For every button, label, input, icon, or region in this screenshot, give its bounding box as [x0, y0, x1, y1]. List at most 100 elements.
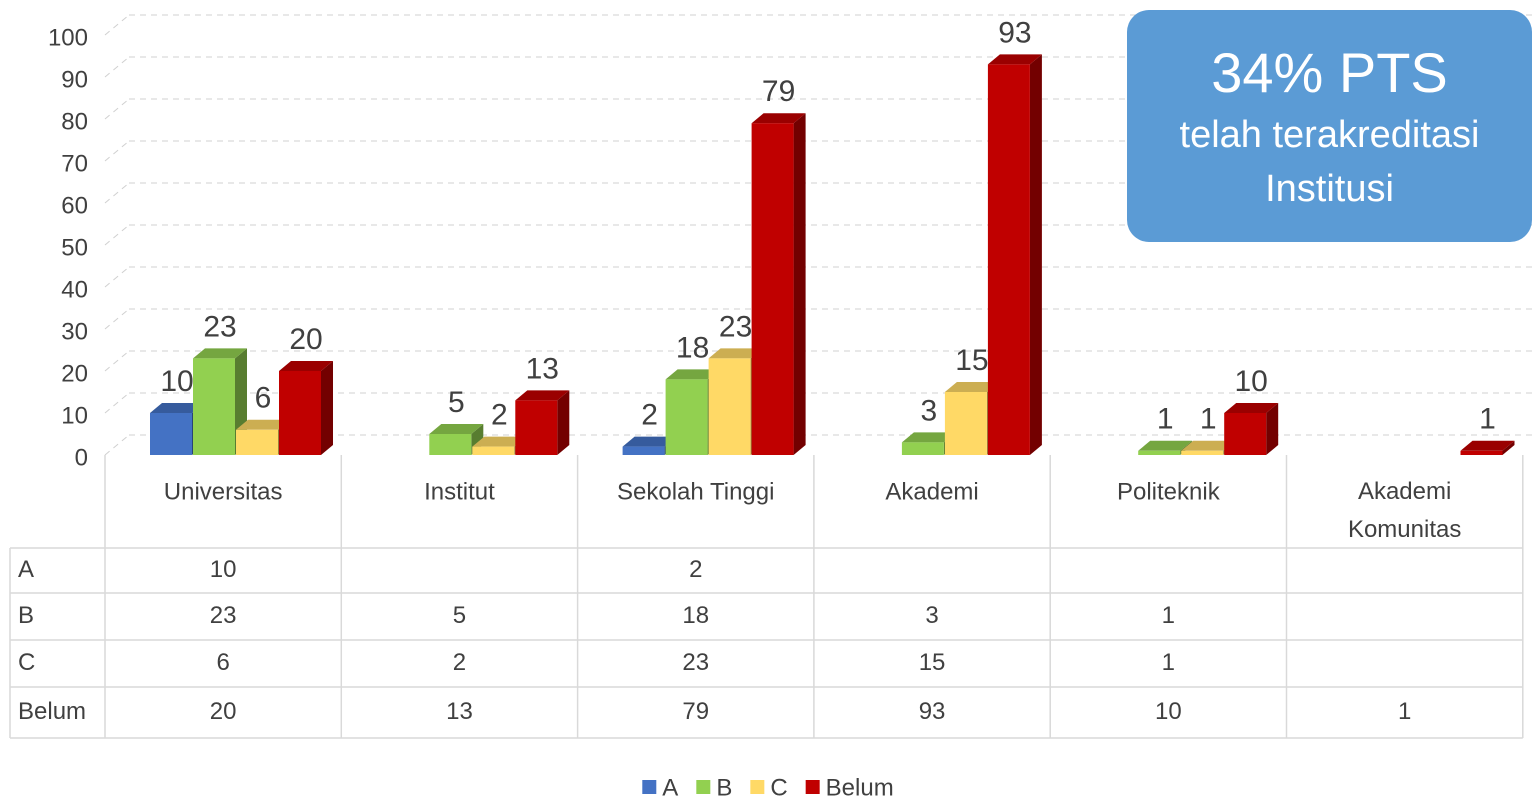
y-tick-label: 20: [61, 360, 88, 387]
data-label: 2: [491, 399, 508, 432]
grid-line-segment: [104, 56, 130, 78]
legend-label: Belum: [826, 774, 894, 801]
grid-line: [104, 98, 1537, 120]
bar-front: [515, 400, 558, 455]
bar-top: [279, 361, 333, 371]
y-tick-label: 100: [48, 24, 88, 51]
bar-side: [793, 113, 806, 455]
data-label: 18: [676, 331, 709, 364]
bar-top: [1460, 440, 1515, 451]
bar-top: [472, 436, 527, 447]
bar-top: [987, 54, 1042, 65]
data-label: 10: [1235, 365, 1268, 398]
bar-side: [557, 390, 570, 455]
bar-top: [515, 390, 570, 401]
bar-front: [472, 446, 515, 455]
bar-side: [1502, 440, 1515, 455]
bar-front: [429, 434, 472, 455]
annotation-text: telah terakreditasi Institusi: [1179, 114, 1480, 210]
table-cell: 5: [453, 602, 466, 629]
x-tick-label: Sekolah Tinggi: [617, 478, 774, 505]
bar-top: [150, 403, 204, 413]
bar: [751, 113, 806, 455]
data-label: 79: [762, 75, 795, 108]
bar: [515, 390, 570, 455]
bar-top: [1224, 403, 1279, 413]
table-row-label: C: [18, 649, 35, 676]
table-cell: 10: [210, 556, 237, 583]
bar: [1224, 403, 1279, 455]
table-cell: 20: [210, 698, 237, 725]
y-tick-label: 80: [61, 108, 88, 135]
data-label: 1: [1157, 403, 1174, 436]
table-cell: 93: [919, 698, 946, 725]
bar-front: [279, 371, 321, 455]
bar-front: [1224, 413, 1267, 455]
grid-line: [104, 392, 1537, 414]
y-tick-label: 90: [61, 66, 88, 93]
legend-label: A: [662, 774, 678, 801]
x-tick-label: Universitas: [164, 478, 283, 505]
y-tick-label: 10: [61, 402, 88, 429]
x-tick-label: Politeknik: [1117, 478, 1221, 505]
bar-top: [1138, 440, 1193, 451]
grid-line: [104, 308, 1537, 330]
legend-swatch: [750, 780, 765, 794]
x-tick-label: Akademi: [885, 478, 978, 505]
grid-line-segment: [104, 182, 130, 204]
table-cell: 15: [919, 649, 946, 676]
y-tick-label: 70: [61, 150, 88, 177]
annotation-title: 34% PTS: [1211, 41, 1448, 104]
grid-line-segment: [104, 308, 130, 330]
grid-line: [104, 224, 1537, 246]
bar-top: [944, 382, 999, 392]
bar-front: [751, 123, 794, 455]
data-label: 15: [955, 344, 988, 377]
grid-line: [104, 140, 1537, 162]
table-cell: 3: [925, 602, 938, 629]
data-label: 93: [998, 16, 1031, 49]
table-row-label: Belum: [18, 698, 86, 725]
bar-top: [1181, 440, 1236, 451]
bar-top: [429, 424, 484, 434]
table-cell: 13: [446, 698, 473, 725]
table-cell: 2: [689, 556, 702, 583]
table-cell: 2: [453, 649, 466, 676]
table-cell: 23: [210, 602, 237, 629]
bar-front: [1138, 450, 1181, 455]
bar-front: [193, 358, 235, 455]
data-label: 6: [255, 382, 272, 415]
bar-front: [944, 392, 987, 455]
bar-front: [1181, 450, 1224, 455]
data-label: 2: [641, 399, 658, 432]
grid-line-segment: [104, 14, 130, 36]
table-cell: 23: [682, 649, 709, 676]
grid-line-segment: [104, 140, 130, 162]
grid-line: [104, 350, 1537, 372]
data-label: 10: [160, 365, 193, 398]
data-label: 20: [289, 323, 322, 356]
table-cell: 1: [1398, 698, 1411, 725]
grid-line-segment: [104, 98, 130, 120]
bar-top: [708, 348, 763, 359]
legend-swatch: [696, 780, 711, 794]
legend: A B C Belum: [642, 774, 894, 801]
bar-front: [901, 442, 944, 455]
grid-line: [104, 14, 1537, 36]
legend-swatch: [805, 780, 820, 794]
grid-line: [104, 56, 1537, 78]
annotation-box: 34% PTS telah terakreditasi Institusi: [1127, 10, 1532, 242]
table-cell: 6: [216, 649, 229, 676]
y-tick-label: 0: [75, 444, 88, 471]
bar-top: [193, 348, 247, 359]
data-label: 23: [203, 310, 236, 343]
grid-line: [104, 266, 1537, 288]
grid-line-segment: [104, 266, 130, 288]
data-label: 3: [921, 394, 938, 427]
bar-front: [236, 429, 278, 455]
bar-top: [236, 419, 290, 430]
data-label: 1: [1479, 403, 1496, 436]
grid-line: [104, 434, 1537, 456]
y-tick-label: 30: [61, 318, 88, 345]
y-tick-label: 50: [61, 234, 88, 261]
